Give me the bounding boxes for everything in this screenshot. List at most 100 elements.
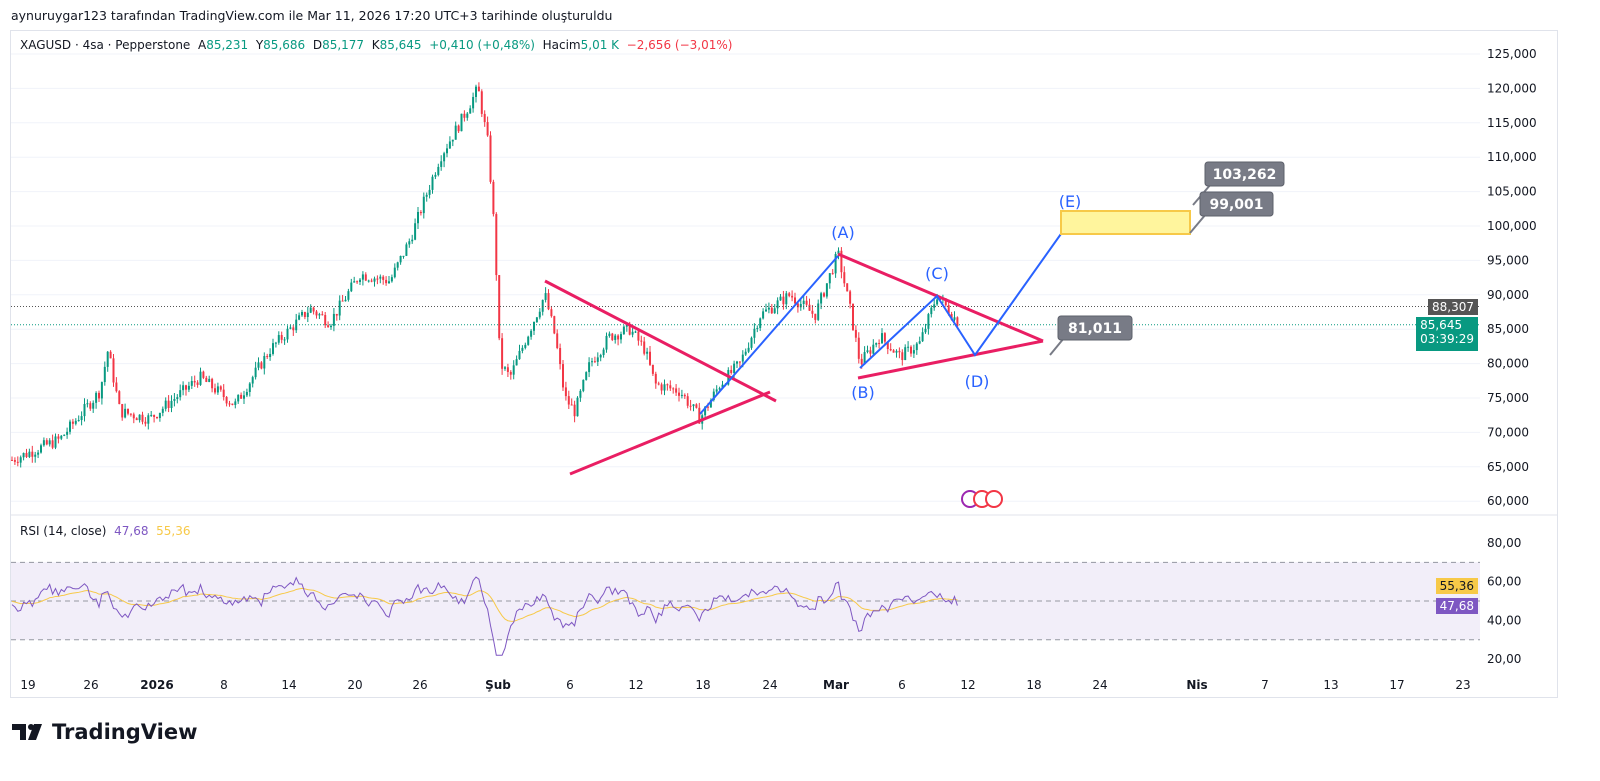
candle (730, 369, 733, 373)
candle (127, 408, 129, 414)
candle (567, 396, 570, 405)
candle (831, 273, 834, 275)
candle (506, 367, 509, 372)
price-tick: 85,000 (1487, 322, 1529, 336)
candle (820, 293, 823, 304)
candle (269, 353, 272, 358)
candle (573, 404, 576, 417)
wave-label-D: (D) (965, 372, 990, 391)
candle (518, 350, 521, 360)
candle (129, 413, 132, 415)
rsi-value: 47,68 (114, 524, 149, 538)
candle (869, 350, 872, 354)
candle (289, 327, 292, 329)
price-tick: 125,000 (1487, 47, 1537, 61)
tradingview-logo-icon (12, 724, 42, 740)
candle (86, 403, 89, 405)
candle (51, 440, 54, 448)
candle (678, 392, 680, 396)
candle (686, 396, 689, 406)
candle (417, 211, 419, 224)
candle (254, 367, 257, 378)
candle (359, 279, 361, 282)
candle (654, 373, 657, 384)
candle (776, 300, 779, 309)
candle (889, 349, 892, 351)
candle (640, 340, 643, 342)
candle (866, 350, 869, 353)
tradingview-logo[interactable]: TradingView (12, 720, 197, 744)
candle (240, 394, 243, 399)
candle (243, 395, 245, 399)
candle (895, 350, 898, 353)
candle (306, 312, 309, 317)
candle (263, 356, 266, 369)
candle (611, 333, 614, 340)
candle (112, 358, 115, 383)
candle (301, 312, 303, 316)
candle (483, 113, 486, 123)
symbol-name[interactable]: XAGUSD · 4sa · Pepperstone (20, 38, 191, 52)
candle (756, 328, 759, 330)
candle (315, 311, 318, 316)
candle (576, 397, 579, 417)
candle (698, 407, 701, 424)
volume-label: Hacim (542, 38, 581, 52)
price-tick: 90,000 (1487, 288, 1529, 302)
candle (912, 350, 915, 354)
candle (933, 304, 936, 308)
candle (57, 436, 60, 439)
candle (794, 297, 796, 304)
candle (286, 328, 289, 340)
change-value: +0,410 (+0,48%) (429, 38, 535, 52)
candle (828, 273, 831, 284)
candle (344, 299, 347, 302)
candle (709, 400, 712, 408)
candle (738, 361, 741, 363)
candle (205, 377, 208, 382)
brand-name: TradingView (52, 720, 198, 744)
open-value: 85,231 (206, 38, 249, 52)
low-label: D (312, 38, 323, 52)
candle (898, 350, 901, 353)
price-tick: 70,000 (1487, 425, 1529, 439)
rsi-tick: 40,00 (1487, 613, 1521, 627)
candle (214, 388, 216, 393)
candle (324, 315, 327, 326)
callout-text: 81,011 (1068, 321, 1122, 337)
candle (492, 181, 495, 215)
candle (335, 313, 338, 316)
candle (680, 394, 683, 396)
rsi-tag: 47,68 (1435, 598, 1478, 614)
candle (646, 351, 649, 354)
candle (823, 293, 825, 297)
candle (811, 310, 814, 314)
rsi-label[interactable]: RSI (14, close) (20, 524, 107, 538)
candle (379, 276, 382, 279)
candle (28, 451, 31, 457)
candle (614, 335, 617, 340)
candle (527, 336, 530, 345)
rsi-ma-value: 55,36 (156, 524, 191, 538)
candle (747, 347, 750, 352)
time-tick: 26 (83, 678, 98, 692)
candle (135, 418, 138, 421)
candle (669, 385, 672, 389)
time-tick: 12 (960, 678, 975, 692)
candle (878, 342, 881, 344)
candle (388, 281, 390, 284)
close-label: K (371, 38, 380, 52)
price-tick: 110,000 (1487, 150, 1537, 164)
candle (234, 401, 237, 405)
callout-pointer (1189, 213, 1207, 234)
price-tick: 80,000 (1487, 357, 1529, 371)
candle (796, 303, 799, 308)
candle (414, 223, 417, 240)
time-tick: 24 (1092, 678, 1107, 692)
candle (550, 309, 553, 317)
candle (45, 440, 48, 445)
candle (411, 239, 414, 242)
candle (98, 392, 100, 399)
candle (530, 330, 533, 337)
